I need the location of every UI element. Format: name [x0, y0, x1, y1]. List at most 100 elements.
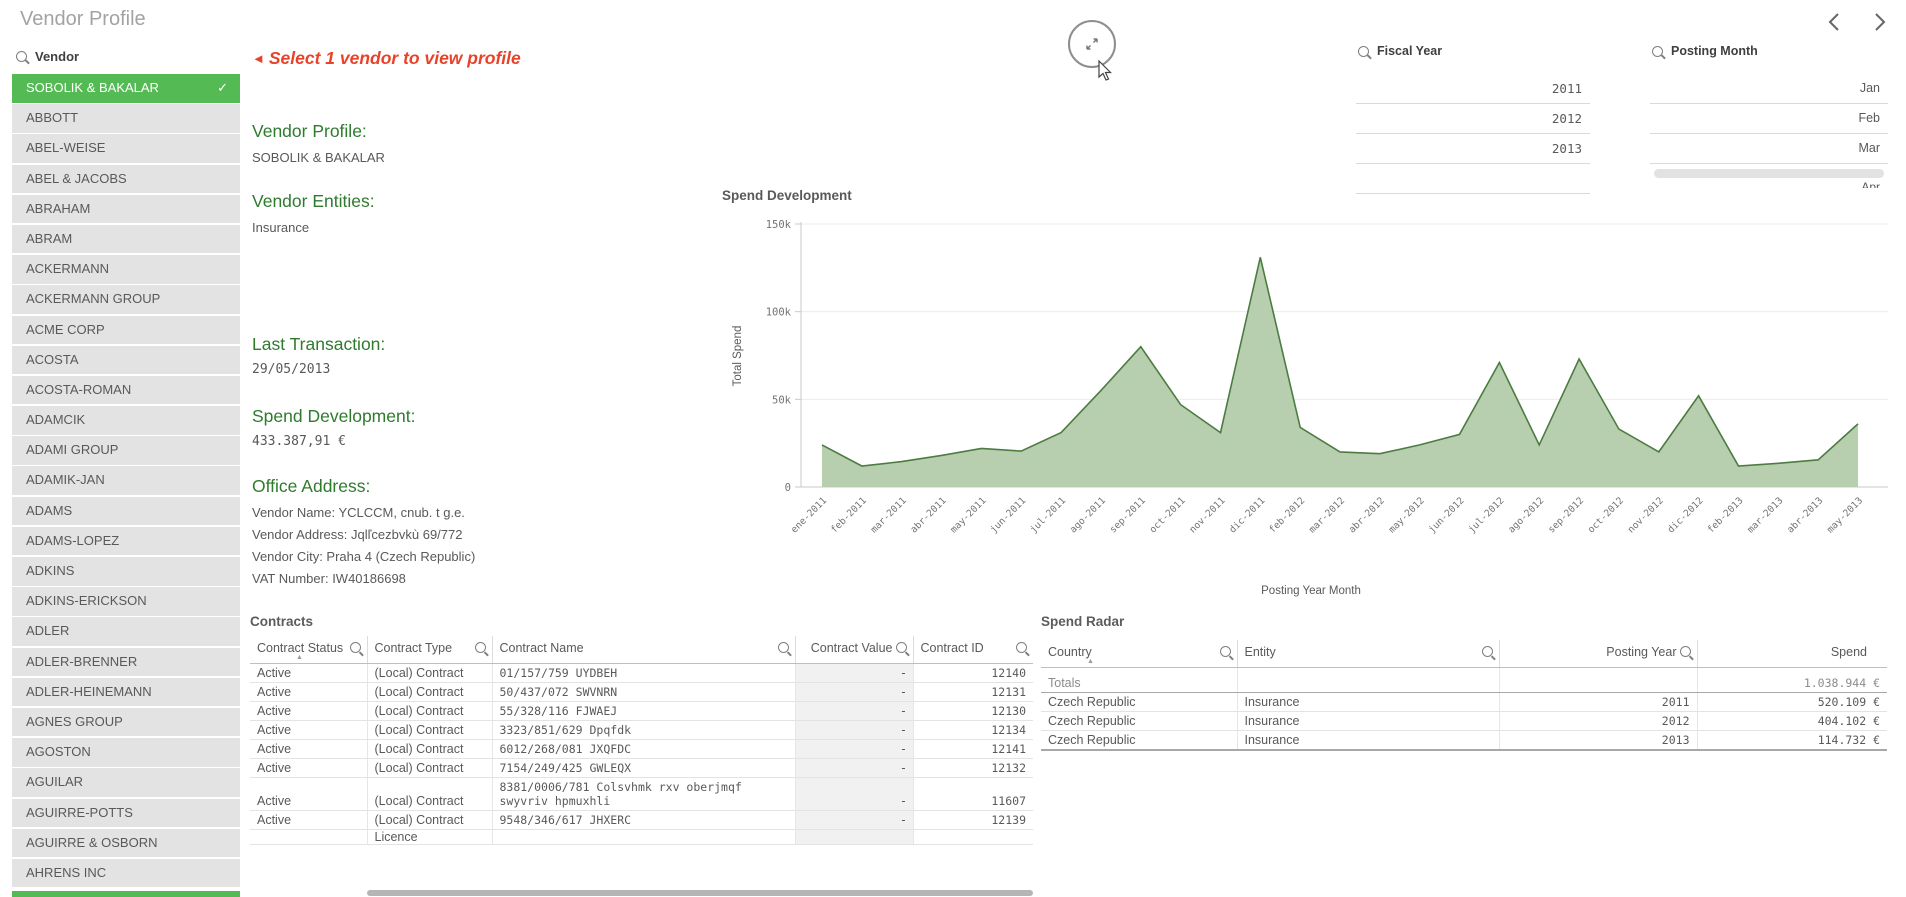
cell[interactable]: (Local) Contract	[366, 758, 492, 779]
vendor-list-item[interactable]: ABBOTT	[12, 104, 240, 133]
cell[interactable]: 6012/268/081 JXQFDC	[491, 739, 795, 760]
vendor-list-item[interactable]: AGUILAR	[12, 768, 240, 797]
column-header-contract-id[interactable]: Contract ID	[912, 636, 1033, 665]
cell[interactable]: 2012	[1498, 711, 1697, 732]
search-icon[interactable]	[1679, 646, 1691, 658]
cell[interactable]: Active	[250, 720, 367, 741]
cell[interactable]: Licence	[366, 829, 492, 846]
cell[interactable]: -	[794, 758, 913, 779]
cell[interactable]: -	[794, 810, 913, 831]
column-header-contract-type[interactable]: Contract Type	[366, 636, 492, 665]
search-icon[interactable]	[777, 642, 789, 654]
cell[interactable]: 12139	[912, 810, 1033, 831]
vendor-list-item[interactable]: AHRENS INC	[12, 858, 240, 888]
contracts-horizontal-scrollbar[interactable]	[367, 890, 1033, 896]
cell[interactable]: -	[794, 720, 913, 741]
cell[interactable]: (Local) Contract	[366, 663, 492, 684]
cell[interactable]: -	[794, 663, 913, 684]
vendor-list-item[interactable]: ABRAM	[12, 224, 240, 254]
vendor-list-item[interactable]: AGUIRRE-POTTS	[12, 798, 240, 827]
fiscal-year-option[interactable]	[1356, 164, 1590, 194]
fiscal-year-option[interactable]: 2011	[1356, 74, 1590, 104]
cell[interactable]: 50/437/072 SWVNRN	[491, 682, 795, 703]
cell[interactable]: 12130	[912, 701, 1033, 722]
cell[interactable]: 9548/346/617 JHXERC	[491, 810, 795, 831]
column-header-contract-status[interactable]: Contract Status ▲	[250, 636, 367, 665]
column-header-country[interactable]: Country ▲	[1041, 640, 1237, 669]
cell[interactable]: Totals	[1041, 667, 1237, 694]
fiscal-year-option[interactable]: 2012	[1356, 104, 1590, 134]
vendor-list-item[interactable]: ADLER-HEINEMANN	[12, 677, 240, 707]
cell[interactable]: Insurance	[1236, 692, 1499, 713]
vendor-list-item[interactable]: ACOSTA-ROMAN	[12, 375, 240, 405]
posting-month-option[interactable]: Apr	[1861, 180, 1880, 188]
search-icon[interactable]	[1016, 642, 1027, 654]
vendor-list-item[interactable]: AGOSTON	[12, 738, 240, 767]
cell[interactable]: 12131	[912, 682, 1033, 703]
cell[interactable]: 12132	[912, 758, 1033, 779]
search-icon[interactable]	[895, 642, 907, 654]
vendor-list-item[interactable]: ADKINS	[12, 557, 240, 586]
cell[interactable]: 12141	[912, 739, 1033, 760]
search-icon[interactable]	[1219, 646, 1231, 658]
cell[interactable]: 2011	[1498, 692, 1697, 713]
posting-month-option-partial[interactable]: Apr	[1650, 169, 1888, 188]
vendor-list-item[interactable]: ADKINS-ERICKSON	[12, 587, 240, 616]
cell[interactable]: 7154/249/425 GWLEQX	[491, 758, 795, 779]
vendor-list-item-selected[interactable]: SOBOLIK & BAKALAR ✓	[12, 74, 240, 103]
cell[interactable]: 8381/0006/781 Colsvhmk rxv oberjmqf swyv…	[491, 777, 795, 812]
posting-month-header[interactable]: Posting Month	[1652, 44, 1758, 58]
column-header-posting-year[interactable]: Posting Year	[1498, 640, 1697, 669]
cell[interactable]: 114.732 €	[1696, 730, 1887, 751]
vendor-list-item[interactable]: ACKERMANN GROUP	[12, 285, 240, 314]
next-sheet-chevron-icon[interactable]	[1868, 10, 1890, 34]
cell[interactable]: 2013	[1498, 730, 1697, 751]
cell[interactable]: (Local) Contract	[366, 701, 492, 722]
cell[interactable]: Czech Republic	[1041, 730, 1237, 751]
vendor-list-item[interactable]: ACOSTA	[12, 345, 240, 375]
vendor-list-item[interactable]: ADAMI GROUP	[12, 436, 240, 465]
search-icon[interactable]	[474, 642, 486, 654]
vendor-list-item[interactable]: ADLER-BRENNER	[12, 647, 240, 677]
cell[interactable]: Insurance	[1236, 711, 1499, 732]
cell[interactable]: 3323/851/629 Dpqfdk	[491, 720, 795, 741]
column-header-contract-name[interactable]: Contract Name	[491, 636, 795, 665]
vendor-list-item[interactable]: ADAMS-LOPEZ	[12, 526, 240, 556]
vendor-list-item[interactable]: ABRAHAM	[12, 194, 240, 224]
cell[interactable]: (Local) Contract	[366, 777, 492, 812]
cell[interactable]: -	[794, 682, 913, 703]
column-header-spend[interactable]: Spend	[1696, 640, 1887, 669]
vendor-list-item[interactable]: ABEL & JACOBS	[12, 164, 240, 194]
search-icon[interactable]	[1481, 646, 1493, 658]
cell[interactable]: Active	[250, 777, 367, 812]
posting-month-option[interactable]: Feb	[1650, 104, 1888, 134]
expand-button[interactable]	[1068, 20, 1116, 68]
cell[interactable]: Active	[250, 663, 367, 684]
posting-month-option[interactable]: Mar	[1650, 134, 1888, 164]
cell[interactable]: 11607	[912, 777, 1033, 812]
cell[interactable]: Czech Republic	[1041, 692, 1237, 713]
cell[interactable]: Active	[250, 682, 367, 703]
vendor-search[interactable]: Vendor	[12, 44, 240, 68]
cell[interactable]: 55/328/116 FJWAEJ	[491, 701, 795, 722]
vendor-list-item[interactable]: ADLER	[12, 617, 240, 646]
vendor-list-item[interactable]: ADAMIK-JAN	[12, 466, 240, 495]
cell[interactable]: 01/157/759 UYDBEH	[491, 663, 795, 684]
vendor-list-item-partial[interactable]	[12, 891, 240, 897]
search-icon[interactable]	[349, 642, 361, 654]
cell[interactable]: (Local) Contract	[366, 810, 492, 831]
prev-sheet-chevron-icon[interactable]	[1824, 10, 1846, 34]
posting-month-option[interactable]: Jan	[1650, 74, 1888, 104]
cell[interactable]: 520.109 €	[1696, 692, 1887, 713]
cell[interactable]: Czech Republic	[1041, 711, 1237, 732]
vendor-list-item[interactable]: ADAMS	[12, 496, 240, 526]
cell[interactable]: 404.102 €	[1696, 711, 1887, 732]
vendor-list-item[interactable]: ACME CORP	[12, 315, 240, 344]
cell[interactable]: (Local) Contract	[366, 720, 492, 741]
cell[interactable]: 12134	[912, 720, 1033, 741]
cell[interactable]: (Local) Contract	[366, 739, 492, 760]
cell[interactable]: Insurance	[1236, 730, 1499, 751]
column-header-entity[interactable]: Entity	[1236, 640, 1499, 669]
cell[interactable]: 12140	[912, 663, 1033, 684]
